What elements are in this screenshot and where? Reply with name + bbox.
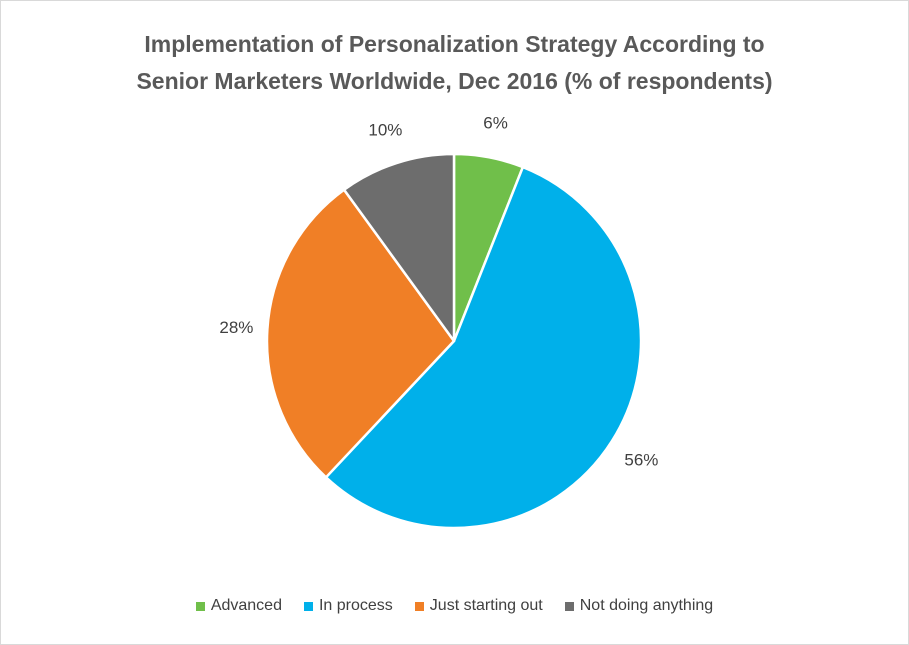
legend-label-in-process: In process	[318, 597, 393, 614]
legend-item-in-process: In process	[303, 597, 393, 615]
pie-slice-just-starting-out	[265, 188, 456, 479]
pie-slice-not-doing-anything	[342, 152, 456, 343]
legend-label-just-starting-out: Just starting out	[429, 597, 543, 614]
pie-slice-in-process	[324, 165, 643, 530]
legend-swatch-just-starting-out	[414, 601, 424, 611]
legend-swatch-advanced	[195, 601, 205, 611]
legend-item-not-doing-anything: Not doing anything	[564, 597, 714, 615]
legend-swatch-in-process	[303, 601, 313, 611]
chart-title: Implementation of Personalization Strate…	[0, 26, 909, 100]
data-label-advanced: 6%	[483, 113, 508, 132]
chart-title-line-1: Implementation of Personalization Strate…	[144, 31, 765, 57]
data-label-not-doing-anything: 10%	[368, 120, 402, 139]
legend-item-advanced: Advanced	[195, 597, 282, 615]
data-label-in-process: 56%	[624, 451, 658, 470]
legend-label-not-doing-anything: Not doing anything	[579, 597, 714, 614]
legend-swatch-not-doing-anything	[564, 601, 574, 611]
legend-item-just-starting-out: Just starting out	[414, 597, 543, 615]
legend-label-advanced: Advanced	[210, 597, 282, 614]
legend: Advanced In process Just starting out No…	[0, 597, 909, 615]
data-label-just-starting-out: 28%	[219, 318, 253, 337]
chart-title-line-2: Senior Marketers Worldwide, Dec 2016 (% …	[136, 68, 773, 94]
